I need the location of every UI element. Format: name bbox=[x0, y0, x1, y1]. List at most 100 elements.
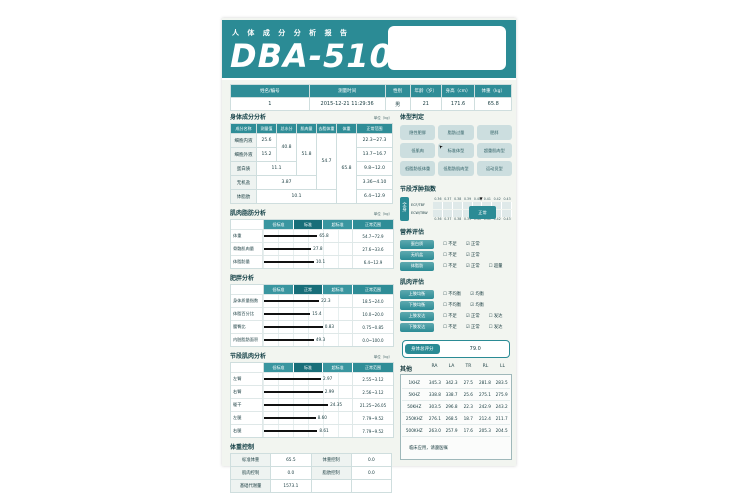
bc-value: 11.1 bbox=[256, 161, 297, 176]
bar-header-range: 正常范围 bbox=[353, 363, 394, 372]
bar-row: 躯干 24.35 21.25~26.05 bbox=[231, 398, 393, 411]
edema-side-char: 身 bbox=[402, 208, 407, 213]
impedance-value: 303.5 bbox=[428, 404, 441, 409]
section-title-body-type: 体型判定 bbox=[400, 112, 512, 121]
bar-value-text: 24.35 bbox=[330, 402, 343, 407]
bar-row-range: 7.79~9.52 bbox=[362, 415, 384, 421]
edema-tick: 0.42 bbox=[493, 197, 501, 201]
bar-value-text: 27.8 bbox=[313, 246, 323, 251]
weight-control-value: 1573.1 bbox=[270, 479, 312, 493]
bar-header-spacer bbox=[231, 285, 264, 294]
bar-row: 左臂 2.97 2.55~3.12 bbox=[231, 372, 393, 385]
bc-value: 10.1 bbox=[256, 189, 337, 204]
info-col-header: 测量时间 bbox=[308, 84, 386, 98]
info-col-header: 年龄（岁） bbox=[409, 84, 442, 98]
body-type-cell-超重肌肉型: 超重肌肉型 bbox=[476, 143, 512, 158]
impedance-frequency: 1KHZ bbox=[408, 380, 420, 385]
bar-row-range: 2.55~3.12 bbox=[362, 376, 384, 382]
right-column: 体型判定 隐性肥胖 脂肪过量 肥胖 低肌肉 标准体型 ➤ 超重肌肉型 低脂肪低体重 低脂肪肌肉型… bbox=[400, 108, 512, 460]
bc-muscle: 51.8 bbox=[296, 133, 317, 176]
unchecked-option: ☐ 不足 bbox=[443, 242, 457, 247]
muscle-fat-title-text: 肌肉脂肪分析 bbox=[230, 210, 267, 217]
edema-cell bbox=[452, 209, 463, 217]
weight-control-label: 体重控制 bbox=[310, 453, 352, 467]
edema-cell bbox=[452, 201, 463, 209]
bc-weight: 65.8 bbox=[336, 133, 357, 204]
bar-value-bar bbox=[264, 377, 321, 380]
checked-option: ☑ 均衡 bbox=[470, 303, 484, 308]
impedance-value: 338.8 bbox=[428, 392, 441, 397]
edema-tick: 0.43 bbox=[503, 197, 511, 201]
bar-value-bar bbox=[264, 260, 314, 263]
bar-row: 体脂百分比 15.4 10.0~20.0 bbox=[231, 307, 393, 320]
edema-tick: 0.37 bbox=[444, 197, 452, 201]
impedance-value: 17.6 bbox=[463, 428, 473, 433]
bar-header-segment: 正常 bbox=[293, 285, 324, 294]
unchecked-option: ☐ 不均衡 bbox=[443, 303, 462, 308]
weight-control-label: 基础代谢量 bbox=[229, 479, 272, 493]
body-type-grid: 隐性肥胖 脂肪过量 肥胖 低肌肉 标准体型 ➤ 超重肌肉型 低脂肪低体重 低脂肪肌肉型 运动员型 bbox=[400, 125, 512, 176]
edema-row: ECW/TBW bbox=[411, 209, 512, 217]
edema-tick: 0.36 bbox=[434, 197, 442, 201]
bar-track: 24.35 bbox=[263, 399, 353, 411]
bc-row: 蛋白质 11.1 9.8~12.0 bbox=[230, 161, 393, 176]
bar-row-label: 左腿 bbox=[231, 412, 263, 424]
bar-value-text: 15.4 bbox=[312, 311, 322, 316]
section-title-nutrition: 营养评估 bbox=[400, 227, 512, 236]
bc-col-header: 正常范围 bbox=[356, 123, 393, 134]
bc-range: 3.36~4.10 bbox=[356, 175, 393, 190]
nutrition-assessment: 蛋白质 ☐ 不足 ☑ 正常 无机盐 ☐ 不足 ☑ 正常 体脂肪 ☐ 不足 ☑ 正常 ☐ 超量 bbox=[400, 238, 512, 271]
body-type-cell-低脂肪低体重: 低脂肪低体重 bbox=[400, 161, 436, 176]
bc-range: 13.7~16.7 bbox=[356, 147, 393, 162]
edema-cell bbox=[462, 201, 473, 209]
bc-header-row: 成分名称 测量值 总水分 肌肉量 去脂体重 体重 正常范围 bbox=[230, 123, 393, 134]
patient-info-table: 姓名/编号 测量时间 性别 年龄（岁） 身高（cm） 体重（kg） 1 2015-12-21… bbox=[230, 84, 512, 111]
impedance-value: 242.9 bbox=[478, 404, 491, 409]
assessment-label-pill: 上肢发达 bbox=[400, 311, 434, 321]
impedance-col-header: LA bbox=[448, 364, 455, 369]
bar-value-text: 0.83 bbox=[324, 324, 335, 329]
segmental-unit: 单位（kg） bbox=[373, 355, 392, 359]
impedance-row: 5KHZ 338.8 338.7 25.6 275.1 275.9 bbox=[402, 389, 510, 401]
edema-side-label: 全身 bbox=[400, 197, 409, 221]
bar-track: 8.61 bbox=[263, 425, 353, 437]
edema-normal-badge: 正常 bbox=[469, 206, 496, 219]
weight-control-label bbox=[310, 479, 352, 493]
edema-title-text: 节段浮肿指数 bbox=[400, 186, 437, 193]
section-title-obesity: 肥胖分析 bbox=[230, 273, 392, 282]
bar-row-label: 左臂 bbox=[231, 373, 263, 385]
bar-header-range: 正常范围 bbox=[353, 220, 394, 229]
assessment-row: 上肢均衡 ☐ 不均衡 ☑ 均衡 bbox=[400, 289, 512, 299]
impedance-value: 281.8 bbox=[478, 380, 491, 385]
bar-track: 0.83 bbox=[263, 321, 353, 333]
bar-value-text: 8.60 bbox=[317, 415, 327, 420]
assessment-label-pill: 体脂肪 bbox=[400, 261, 434, 271]
info-col-header: 身高（cm） bbox=[440, 84, 476, 98]
bar-table-header: 低标准 标准 超标准 正常范围 bbox=[231, 363, 394, 372]
weight-control-label: 标准体重 bbox=[229, 453, 272, 467]
info-value-cell: 1 bbox=[230, 97, 310, 111]
edema-tick: 0.37 bbox=[444, 217, 452, 221]
bar-row-range: 54.7~72.9 bbox=[362, 233, 384, 239]
bc-row-label: 无机盐 bbox=[230, 175, 257, 190]
weight-control-value: 0.0 bbox=[350, 453, 393, 467]
bar-value-bar bbox=[264, 299, 320, 302]
bar-row-range: 21.25~26.05 bbox=[359, 402, 387, 408]
edema-cell bbox=[492, 201, 503, 209]
bar-row-label: 身体质量指数 bbox=[231, 295, 263, 307]
edema-tick: 0.39 bbox=[464, 217, 472, 221]
bar-row-label: 腰臀比 bbox=[231, 321, 263, 333]
bc-lean-mass: 54.7 bbox=[316, 133, 337, 190]
unchecked-option: ☐ 不足 bbox=[443, 253, 457, 258]
impedance-value: 283.5 bbox=[495, 380, 508, 385]
edema-ticks-bottom: 0.36 0.37 0.38 0.39 0.40 0.41 0.42 0.43 bbox=[433, 217, 512, 221]
unchecked-option: ☐ 不足 bbox=[443, 325, 457, 330]
body-type-cell-低肌肉: 低肌肉 bbox=[400, 143, 436, 158]
bar-row-range: 6.4~12.9 bbox=[363, 259, 383, 265]
impedance-value: 18.7 bbox=[463, 416, 473, 421]
bc-row: 无机盐 3.87 3.36~4.10 bbox=[230, 175, 393, 190]
impedance-value: 257.9 bbox=[445, 428, 458, 433]
body-score-label: 身体总评分 bbox=[405, 344, 440, 354]
bar-row-label: 右臂 bbox=[231, 386, 263, 398]
body-type-cell-标准体型: 标准体型 ➤ bbox=[438, 143, 474, 158]
